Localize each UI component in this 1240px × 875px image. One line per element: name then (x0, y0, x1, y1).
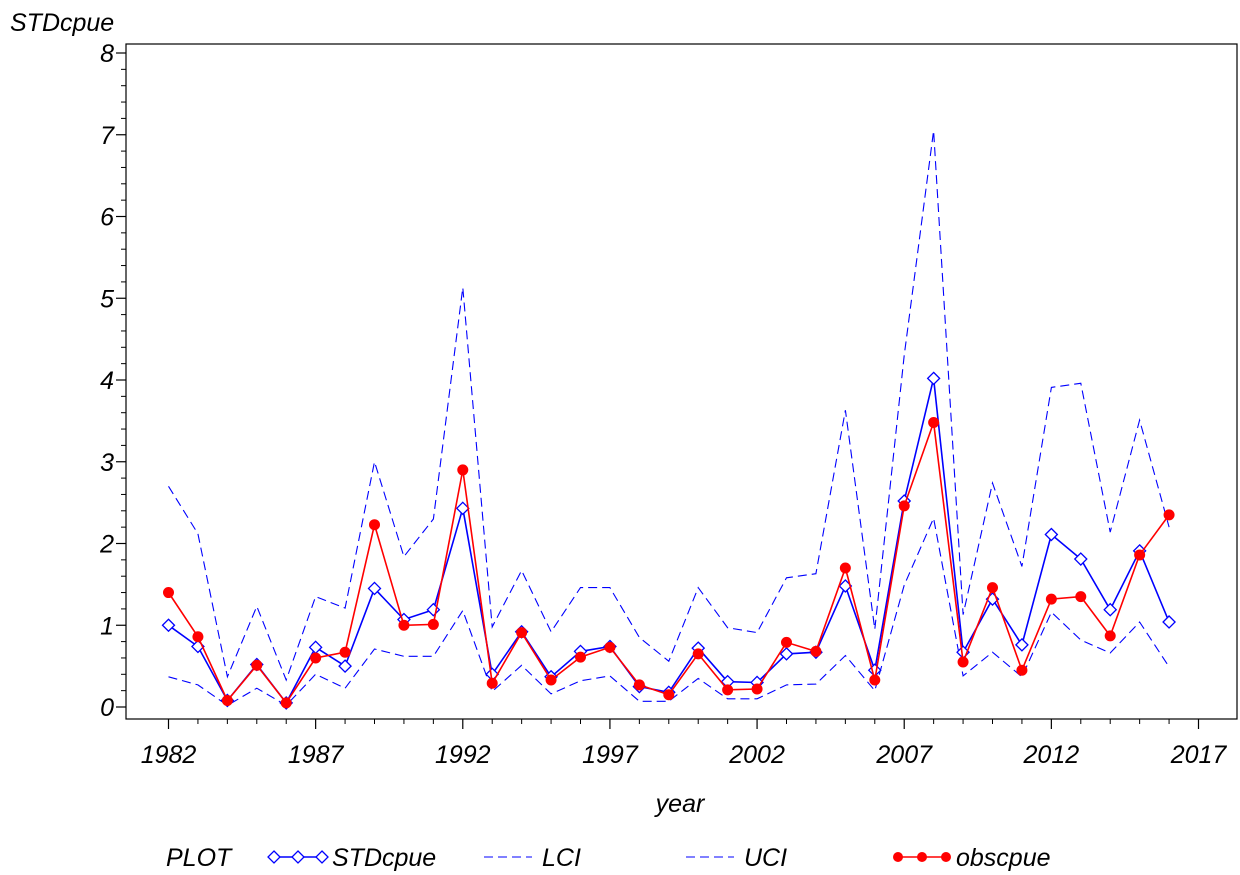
data-point (457, 464, 469, 476)
data-point (604, 641, 616, 653)
data-point (928, 417, 940, 429)
data-point (310, 652, 322, 664)
data-point (722, 684, 734, 696)
y-tick-label: 4 (100, 367, 114, 395)
data-point (161, 618, 176, 633)
x-tick-label: 2007 (875, 741, 933, 769)
y-tick-label: 0 (100, 694, 114, 722)
data-point (1103, 602, 1118, 617)
data-point (781, 636, 792, 648)
plot-frame (125, 43, 1238, 720)
data-point (545, 674, 557, 686)
data-point (398, 619, 410, 631)
y-tick-label: 8 (100, 40, 114, 68)
y-tick-label: 3 (100, 449, 114, 477)
data-point (751, 683, 763, 695)
data-point (926, 371, 941, 386)
data-point (1162, 615, 1176, 629)
data-point (957, 656, 969, 668)
y-tick-label: 7 (100, 122, 115, 150)
data-point (1134, 549, 1146, 561)
data-point (633, 679, 645, 691)
data-point (221, 694, 233, 706)
series-layer (161, 130, 1176, 710)
y-tick-label: 6 (100, 204, 114, 232)
legend-marker (267, 850, 281, 864)
data-point (367, 581, 382, 596)
data-point (779, 646, 794, 661)
legend-item-STDcpue: STDcpue (267, 844, 436, 872)
data-point (516, 627, 528, 639)
legend-marker (291, 850, 305, 864)
series-line-LCI (168, 516, 1170, 707)
data-point (369, 519, 380, 531)
y-tick-label: 2 (99, 531, 114, 559)
x-tick-label: 2012 (1023, 741, 1080, 769)
legend-marker (893, 852, 903, 862)
y-axis-label: STDcpue (10, 9, 114, 37)
legend-marker (941, 852, 951, 862)
series-UCI (168, 130, 1170, 682)
legend-label: UCI (744, 844, 787, 872)
x-axis: 1982 1987 1992 1997 2002 2007 2012 2017 (141, 719, 1228, 769)
x-tick-label: 1982 (141, 741, 197, 769)
data-point (1045, 593, 1057, 605)
data-point (692, 648, 704, 660)
legend-marker (315, 850, 329, 864)
data-point (987, 582, 998, 594)
series-line-UCI (168, 130, 1170, 682)
data-point (339, 646, 351, 658)
data-point (663, 689, 675, 701)
data-point (455, 501, 470, 516)
legend-label: obscpue (956, 844, 1051, 872)
legend-marker (917, 852, 927, 862)
data-point (1015, 637, 1029, 652)
y-tick-label: 5 (100, 285, 114, 313)
series-LCI (168, 516, 1170, 707)
data-point (1075, 591, 1087, 603)
data-point (280, 697, 292, 709)
legend: PLOT STDcpue LCI UCI obscpue (166, 844, 1051, 872)
x-tick-label: 2017 (1170, 741, 1228, 769)
data-point (192, 631, 204, 643)
legend-item-UCI: UCI (686, 844, 787, 872)
x-tick-label: 2002 (728, 741, 785, 769)
data-point (338, 659, 352, 674)
y-axis: 0 1 2 3 4 5 6 7 8 (99, 40, 126, 722)
data-point (1016, 664, 1028, 676)
data-point (251, 659, 263, 671)
legend-label: LCI (542, 844, 581, 872)
data-point (427, 618, 439, 630)
data-point (810, 645, 822, 657)
data-point (163, 587, 174, 599)
data-point (898, 500, 910, 512)
legend-label: STDcpue (332, 844, 436, 872)
x-tick-label: 1997 (582, 741, 639, 769)
legend-title: PLOT (166, 844, 233, 872)
series-obscpue (163, 417, 1175, 709)
x-tick-label: 1987 (288, 741, 345, 769)
data-point (486, 677, 498, 689)
legend-item-obscpue: obscpue (893, 844, 1051, 872)
x-axis-label: year (654, 790, 706, 818)
x-tick-label: 1992 (435, 741, 491, 769)
data-point (1044, 527, 1059, 542)
data-point (308, 640, 323, 655)
data-point (1163, 509, 1175, 521)
data-point (1073, 552, 1088, 566)
data-point (869, 674, 881, 686)
data-point (839, 562, 851, 574)
data-point (1104, 630, 1116, 642)
y-tick-label: 1 (100, 612, 114, 640)
legend-item-LCI: LCI (484, 844, 581, 872)
data-point (575, 651, 586, 663)
